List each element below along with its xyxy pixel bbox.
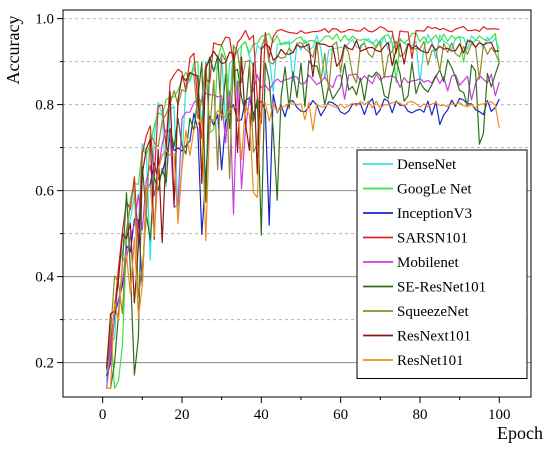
legend-label: SqueezeNet [397, 304, 469, 320]
legend: DenseNet GoogLe Net InceptionV3 SARSN101 Mob… [356, 149, 528, 379]
y-tick-label: 0.4 [35, 270, 54, 286]
x-tick-label: 20 [174, 407, 189, 423]
series-layer [106, 25, 500, 389]
series-line-resnext101 [106, 39, 500, 368]
y-tick-label: 0.8 [35, 98, 54, 114]
x-tick-label: 40 [254, 407, 269, 423]
legend-label: ResNet101 [397, 353, 464, 369]
series-line-resnet101 [106, 100, 500, 389]
legend-label: Mobilenet [397, 255, 459, 271]
legend-label: InceptionV3 [397, 206, 472, 222]
legend-label: GoogLe Net [397, 182, 472, 198]
legend-label: ResNext101 [397, 329, 471, 345]
plot-frame [62, 9, 532, 398]
y-tick-label: 0.6 [35, 184, 54, 200]
legend-label: SE-ResNet101 [397, 280, 486, 296]
y-tick-label: 0.2 [35, 356, 54, 372]
series-line-squeezenet [106, 36, 500, 369]
x-tick-label: 0 [99, 407, 107, 423]
legend-label: SARSN101 [397, 231, 468, 247]
x-tick-label: 100 [488, 407, 511, 423]
x-tick-label: 80 [412, 407, 427, 423]
series-line-sarsn101 [106, 25, 500, 371]
x-tick-label: 60 [333, 407, 348, 423]
x-axis-title: Epoch [497, 423, 543, 443]
tick-layer: 0 20 40 60 80 100 0.2 0.4 0.6 0.8 1.0 [35, 12, 510, 423]
legend-label: DenseNet [397, 157, 457, 173]
y-tick-label: 1.0 [35, 12, 54, 28]
y-axis-title: Accuracy [3, 16, 23, 85]
